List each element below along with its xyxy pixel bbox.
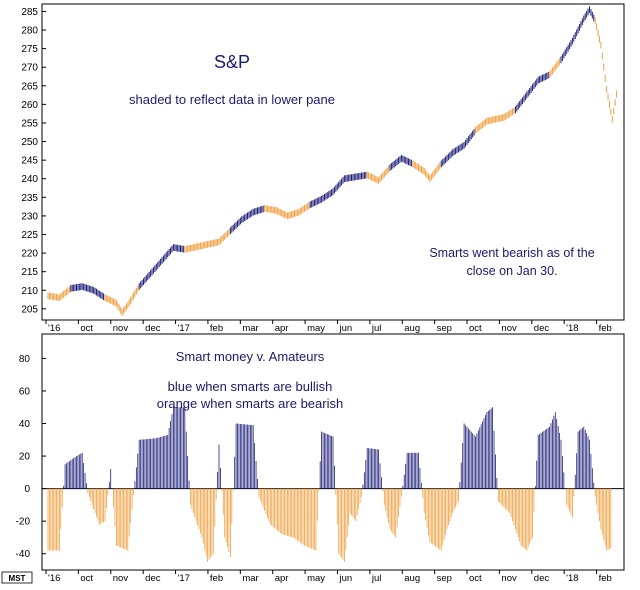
price-x-tick-label: '17 [178,323,190,334]
price-x-tick-label: nov [113,323,129,334]
price-annotation-line-2: close on Jan 30. [466,264,557,278]
smart-money-y-tick-label: 80 [19,354,31,365]
price-x-tick-label: sep [437,323,452,334]
price-y-tick-label: 240 [21,174,38,185]
price-x-axis: '16 oct nov dec '17 feb mar apr may jun jul aug sep o… [45,320,612,334]
price-y-tick-label: 260 [21,100,38,111]
mst-badge-label: MST [9,574,26,583]
smart-money-x-tick-label: nov [501,573,517,584]
smart-money-legend-bearish: orange when smarts are bearish [157,396,343,411]
price-y-tick-label: 265 [21,81,38,92]
smart-money-y-tick-label: 60 [19,386,31,397]
price-x-tick-label: aug [404,323,420,334]
price-y-tick-label: 235 [21,193,38,204]
price-y-tick-label: 215 [21,267,38,278]
smart-money-x-tick-label: '17 [178,573,190,584]
price-x-tick-label: dec [534,323,550,334]
smart-money-x-tick-label: '16 [48,573,60,584]
price-y-axis: 205 210 215 220 225 230 235 240 245 250 255 260 265 2… [21,7,46,315]
price-x-tick-label: '16 [48,323,60,334]
smart-money-legend-bullish: blue when smarts are bullish [168,379,333,394]
price-x-tick-label: dec [145,323,161,334]
smart-money-y-tick-label: 0 [24,484,30,495]
smart-money-title: Smart money v. Amateurs [176,349,325,364]
price-pane-frame [41,3,625,321]
smart-money-x-tick-label: oct [469,573,482,584]
price-bars [47,6,618,316]
smart-money-y-tick-label: 40 [19,419,31,430]
price-annotation-line-1: Smarts went bearish as of the [429,246,594,260]
price-x-tick-label: jul [371,323,382,334]
smart-money-bars [47,407,612,562]
smart-money-x-tick-label: '18 [566,573,578,584]
smart-money-y-axis: -40 -20 0 20 40 60 80 [16,354,46,560]
price-x-tick-label: oct [469,323,482,334]
smart-money-x-tick-label: jun [338,573,352,584]
price-x-tick-label: mar [242,323,258,334]
smart-money-x-tick-label: oct [80,573,93,584]
price-x-tick-label: feb [599,323,612,334]
smart-money-x-tick-label: dec [534,573,550,584]
smart-money-x-tick-label: mar [242,573,258,584]
price-y-tick-label: 210 [21,286,38,297]
smart-money-x-tick-label: dec [145,573,161,584]
smart-money-x-tick-label: apr [275,573,289,584]
price-y-tick-label: 250 [21,137,38,148]
price-y-tick-label: 270 [21,63,38,74]
price-y-tick-label: 220 [21,249,38,260]
price-y-tick-label: 280 [21,26,38,37]
price-y-tick-label: 205 [21,304,38,315]
price-y-tick-label: 275 [21,44,38,55]
smart-money-y-tick-label: -40 [16,549,31,560]
price-y-tick-label: 285 [21,7,38,18]
smart-money-y-tick-label: 20 [19,452,31,463]
price-y-tick-label: 225 [21,230,38,241]
smart-money-y-tick-label: -20 [16,517,31,528]
mst-badge [1,571,33,584]
smart-money-x-tick-label: feb [210,573,223,584]
price-chart-subtitle: shaded to reflect data in lower pane [129,92,335,107]
price-x-tick-label: oct [80,323,93,334]
price-y-tick-label: 230 [21,211,38,222]
smart-money-x-tick-label: nov [113,573,129,584]
price-y-tick-label: 245 [21,156,38,167]
price-x-tick-label: feb [210,323,223,334]
price-pane: 205 210 215 220 225 230 235 240 245 250 255 260 265 2… [21,3,625,321]
price-x-tick-label: apr [275,323,289,334]
smart-money-x-tick-label: sep [437,573,452,584]
price-chart-title: S&P [214,52,250,72]
smart-money-x-tick-label: aug [404,573,420,584]
price-x-tick-label: '18 [566,323,578,334]
price-x-tick-label: may [307,323,325,334]
smart-money-x-axis: '16 oct nov dec '17 feb mar apr may jun jul aug sep o… [45,570,612,584]
price-x-tick-label: nov [501,323,517,334]
price-y-tick-label: 255 [21,118,38,129]
smart-money-x-tick-label: may [307,573,325,584]
smart-money-x-tick-label: jul [371,573,382,584]
price-x-tick-label: jun [338,323,352,334]
smart-money-x-tick-label: feb [599,573,612,584]
